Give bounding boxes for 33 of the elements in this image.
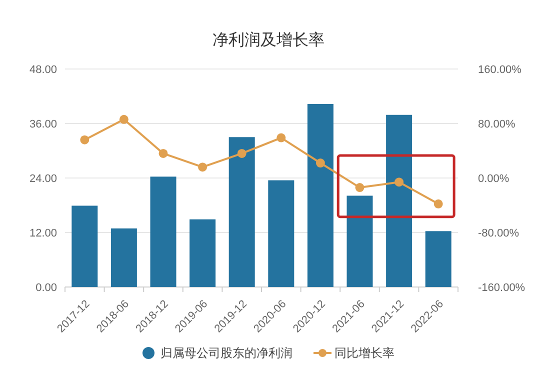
point [434,199,443,208]
bar [228,137,255,287]
y2-tick-label: 80.00% [478,118,516,130]
bar [346,196,373,287]
point [80,135,90,144]
y2-tick-label: -80.00% [478,228,520,240]
point [198,162,208,172]
bar [386,114,412,287]
y-tick-label: 24.00 [29,173,57,185]
bar [425,231,452,287]
bar [268,180,294,287]
point [237,148,246,158]
point [119,114,128,124]
point [394,178,404,187]
point [158,148,168,158]
y-tick-label: 12.00 [29,228,57,240]
y2-tick-label: -160.00% [478,282,526,294]
y-tick-label: 36.00 [29,118,57,130]
chart-title: 净利润及增长率 [212,31,324,49]
bar [72,206,98,287]
point [316,158,325,168]
bar [150,176,176,287]
y2-tick-label: 0.00% [478,173,510,185]
point [355,183,364,192]
y-tick-label: 48.00 [29,64,57,76]
legend-label: 同比增长率 [334,346,394,360]
legend-label: 归属母公司股东的净利润 [160,346,292,360]
point [276,133,286,142]
bar [307,104,334,287]
bar [110,228,137,287]
y-tick-label: 0.00 [36,282,57,294]
y2-tick-label: 160.00% [478,64,522,76]
bar [190,219,216,287]
